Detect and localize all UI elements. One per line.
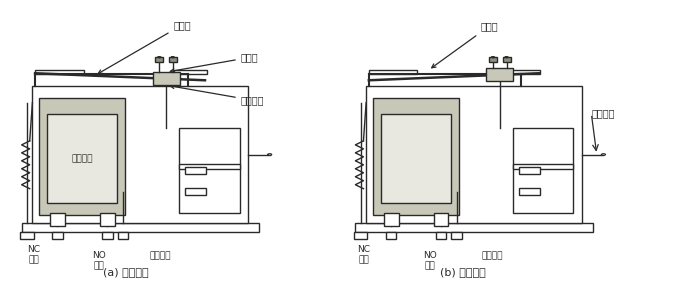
Bar bbox=[179, 128, 240, 213]
Bar bbox=[486, 68, 513, 81]
Bar bbox=[519, 167, 540, 174]
Bar bbox=[39, 98, 125, 215]
Bar bbox=[32, 86, 248, 223]
Bar bbox=[502, 57, 510, 62]
Bar bbox=[386, 232, 397, 239]
Text: NC
常闭: NC 常闭 bbox=[27, 245, 40, 264]
Bar bbox=[355, 223, 592, 232]
Bar bbox=[169, 57, 177, 62]
Text: 动触点: 动触点 bbox=[98, 20, 191, 74]
Text: 线圈出线: 线圈出线 bbox=[481, 251, 503, 260]
Text: 绝缘块: 绝缘块 bbox=[171, 52, 259, 73]
Bar bbox=[435, 232, 446, 239]
Bar bbox=[381, 114, 451, 203]
Bar bbox=[513, 128, 573, 213]
Text: 公共触点: 公共触点 bbox=[591, 108, 615, 119]
Bar bbox=[185, 188, 206, 195]
Bar bbox=[452, 232, 462, 239]
Text: 公共触点: 公共触点 bbox=[171, 85, 264, 105]
Bar bbox=[100, 213, 114, 226]
Text: 线圈出线: 线圈出线 bbox=[149, 251, 171, 260]
Bar bbox=[47, 114, 117, 203]
Bar bbox=[52, 232, 63, 239]
Bar bbox=[179, 164, 240, 169]
Bar bbox=[35, 70, 84, 74]
Bar bbox=[102, 232, 112, 239]
Bar bbox=[513, 164, 573, 169]
Bar bbox=[373, 98, 459, 215]
Text: (b) 线圈通电: (b) 线圈通电 bbox=[440, 266, 486, 277]
Bar bbox=[20, 232, 34, 239]
Text: NO
常开: NO 常开 bbox=[422, 251, 437, 270]
Bar bbox=[369, 70, 418, 74]
Bar bbox=[384, 213, 399, 226]
Text: (a) 线圈断电: (a) 线圈断电 bbox=[104, 266, 149, 277]
Bar bbox=[519, 188, 540, 195]
Bar bbox=[153, 72, 179, 85]
Bar bbox=[366, 86, 582, 223]
Bar bbox=[174, 70, 206, 74]
Bar bbox=[156, 57, 163, 62]
Bar bbox=[508, 70, 540, 74]
Bar bbox=[185, 167, 206, 174]
Text: 电磁铁: 电磁铁 bbox=[432, 21, 498, 68]
Bar bbox=[489, 57, 497, 62]
Text: NO
常开: NO 常开 bbox=[92, 251, 106, 270]
Bar bbox=[118, 232, 129, 239]
Text: NC
常闭: NC 常闭 bbox=[357, 245, 370, 264]
Text: 电磁线圈: 电磁线圈 bbox=[72, 154, 93, 163]
Bar bbox=[433, 213, 448, 226]
Bar bbox=[50, 213, 65, 226]
Bar bbox=[354, 232, 368, 239]
Bar bbox=[22, 223, 259, 232]
